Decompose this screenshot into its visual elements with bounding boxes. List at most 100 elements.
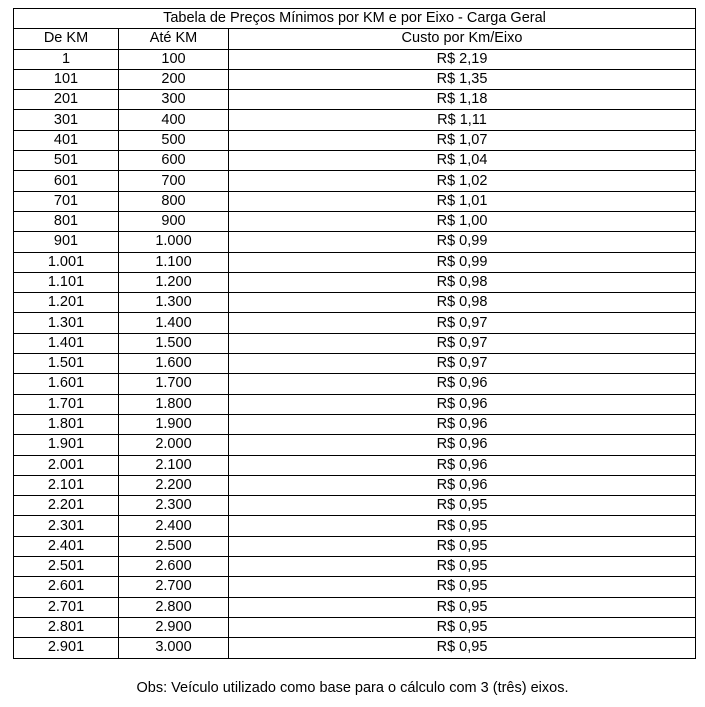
cell-custo: R$ 0,96 [228,373,696,395]
cell-custo: R$ 0,98 [228,271,696,294]
cell-ate-km: 700 [118,170,229,192]
cell-ate-km: 1.300 [118,292,229,314]
cell-de-km: 701 [13,190,119,212]
table-row: 1.701 1.800 R$ 0,96 [13,393,696,415]
cell-de-km: 2.501 [13,556,119,578]
header-ate-km: Até KM [118,28,229,50]
cell-de-km: 1.901 [13,434,119,456]
table-row: 801 900 R$ 1,00 [13,210,696,233]
cell-ate-km: 1.100 [118,251,229,273]
cell-ate-km: 600 [118,150,229,172]
cell-ate-km: 900 [118,210,229,233]
cell-ate-km: 2.700 [118,576,229,598]
cell-ate-km: 100 [118,48,229,70]
cell-custo: R$ 0,96 [228,474,696,497]
cell-de-km: 2.301 [13,515,119,537]
table-row: 1.501 1.600 R$ 0,97 [13,353,696,375]
cell-de-km: 201 [13,89,119,111]
cell-custo: R$ 1,07 [228,129,696,152]
cell-de-km: 301 [13,109,119,131]
cell-de-km: 2.801 [13,616,119,639]
table-row: 701 800 R$ 1,01 [13,190,696,212]
cell-de-km: 801 [13,210,119,233]
cell-custo: R$ 0,96 [228,393,696,415]
table-row: 2.901 3.000 R$ 0,95 [13,637,696,659]
cell-custo: R$ 1,11 [228,109,696,131]
table-row: 601 700 R$ 1,02 [13,170,696,192]
cell-de-km: 901 [13,231,119,253]
table-row: 1 100 R$ 2,19 [13,48,696,70]
cell-de-km: 1.701 [13,393,119,415]
table-title: Tabela de Preços Mínimos por KM e por Ei… [13,7,696,30]
table-row: 1.201 1.300 R$ 0,98 [13,292,696,314]
cell-custo: R$ 0,96 [228,434,696,456]
cell-de-km: 2.701 [13,596,119,618]
table-row: 501 600 R$ 1,04 [13,150,696,172]
table-row: 2.201 2.300 R$ 0,95 [13,495,696,517]
cell-ate-km: 1.400 [118,312,229,334]
cell-custo: R$ 0,97 [228,332,696,355]
cell-de-km: 601 [13,170,119,192]
cell-custo: R$ 0,95 [228,576,696,598]
table-row: 1.301 1.400 R$ 0,97 [13,312,696,334]
cell-de-km: 2.601 [13,576,119,598]
cell-de-km: 1 [13,48,119,70]
table-row: 901 1.000 R$ 0,99 [13,231,696,253]
table-row: 301 400 R$ 1,11 [13,109,696,131]
cell-de-km: 2.401 [13,535,119,558]
cell-ate-km: 2.500 [118,535,229,558]
header-custo: Custo por Km/Eixo [228,28,696,50]
cell-ate-km: 2.800 [118,596,229,618]
cell-custo: R$ 1,04 [228,150,696,172]
table-row: 2.601 2.700 R$ 0,95 [13,576,696,598]
cell-ate-km: 2.000 [118,434,229,456]
cell-de-km: 1.501 [13,353,119,375]
cell-ate-km: 2.100 [118,454,229,476]
cell-ate-km: 2.600 [118,556,229,578]
cell-ate-km: 3.000 [118,637,229,659]
cell-custo: R$ 2,19 [228,48,696,70]
cell-custo: R$ 0,99 [228,231,696,253]
cell-de-km: 1.801 [13,413,119,436]
cell-custo: R$ 0,95 [228,556,696,578]
table-row: 2.701 2.800 R$ 0,95 [13,596,696,618]
cell-ate-km: 1.700 [118,373,229,395]
table-row: 1.401 1.500 R$ 0,97 [13,332,696,355]
cell-ate-km: 1.600 [118,353,229,375]
cell-de-km: 2.101 [13,474,119,497]
cell-custo: R$ 1,18 [228,89,696,111]
cell-custo: R$ 1,00 [228,210,696,233]
cell-ate-km: 2.900 [118,616,229,639]
table-row: 2.301 2.400 R$ 0,95 [13,515,696,537]
table-row: 1.901 2.000 R$ 0,96 [13,434,696,456]
cell-custo: R$ 0,96 [228,413,696,436]
table-row: 1.001 1.100 R$ 0,99 [13,251,696,273]
cell-de-km: 2.001 [13,454,119,476]
cell-de-km: 501 [13,150,119,172]
cell-custo: R$ 0,95 [228,495,696,517]
cell-custo: R$ 0,95 [228,616,696,639]
cell-de-km: 1.001 [13,251,119,273]
cell-de-km: 1.201 [13,292,119,314]
cell-ate-km: 2.400 [118,515,229,537]
cell-ate-km: 500 [118,129,229,152]
cell-ate-km: 800 [118,190,229,212]
cell-ate-km: 300 [118,89,229,111]
cell-ate-km: 1.800 [118,393,229,415]
cell-de-km: 1.601 [13,373,119,395]
table-row: 1.801 1.900 R$ 0,96 [13,413,696,436]
cell-ate-km: 1.200 [118,271,229,294]
table-row: 1.601 1.700 R$ 0,96 [13,373,696,395]
cell-custo: R$ 0,95 [228,596,696,618]
cell-custo: R$ 0,96 [228,454,696,476]
cell-custo: R$ 1,01 [228,190,696,212]
table-row: 2.401 2.500 R$ 0,95 [13,535,696,558]
cell-ate-km: 1.500 [118,332,229,355]
cell-de-km: 1.301 [13,312,119,334]
cell-custo: R$ 1,35 [228,68,696,91]
cell-custo: R$ 0,97 [228,312,696,334]
table-row: 2.101 2.200 R$ 0,96 [13,474,696,497]
table-row: 2.501 2.600 R$ 0,95 [13,556,696,578]
table-row: 101 200 R$ 1,35 [13,68,696,91]
cell-custo: R$ 1,02 [228,170,696,192]
